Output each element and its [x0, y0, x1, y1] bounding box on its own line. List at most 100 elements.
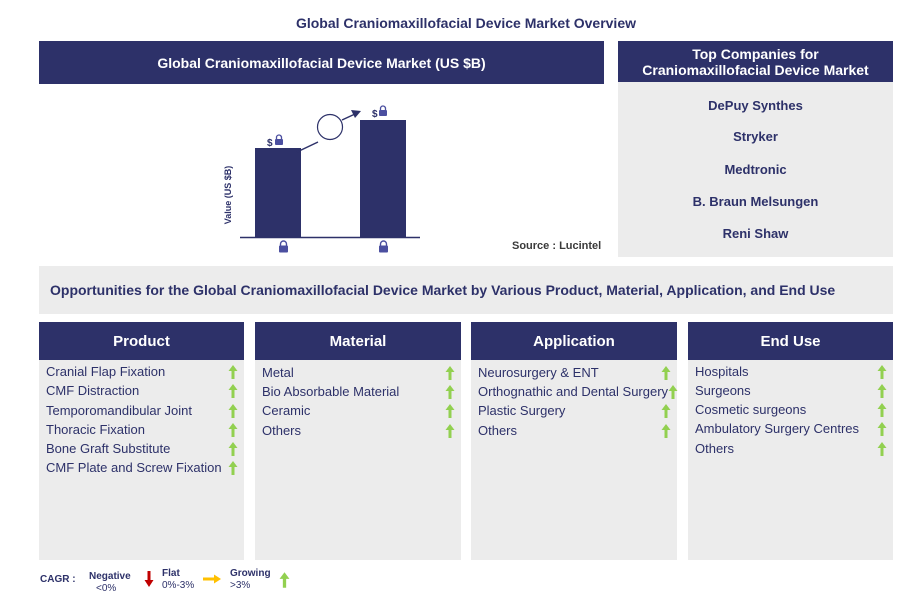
- growing-arrow-icon: [877, 364, 887, 379]
- segment-item-label: Hospitals: [695, 364, 749, 379]
- segment-item: CMF Distraction: [46, 381, 238, 400]
- bar-chart-svg: Value (US $B) $ $: [223, 105, 420, 253]
- legend-negative-range: <0%: [96, 583, 117, 594]
- segment-item: Others: [262, 421, 455, 440]
- chart-panel-header: Global Craniomaxillofacial Device Market…: [39, 41, 604, 84]
- growing-arrow-icon: [228, 460, 238, 475]
- segment-list-material: Metal Bio Absorbable Material Ceramic Ot…: [255, 360, 461, 560]
- segment-item: Cosmetic surgeons: [695, 400, 887, 419]
- company-item: Stryker: [733, 129, 778, 144]
- y-axis-label: Value (US $B): [223, 166, 233, 225]
- segment-item-label: Temporomandibular Joint: [46, 403, 192, 418]
- cagr-circle: [316, 113, 344, 141]
- segment-item-label: CMF Plate and Screw Fixation: [46, 460, 222, 475]
- bar-2: [360, 120, 406, 237]
- segment-item-label: Ambulatory Surgery Centres: [695, 421, 860, 436]
- growing-arrow-icon: [877, 383, 887, 398]
- segment-item-label: Thoracic Fixation: [46, 422, 145, 437]
- segment-item-label: Orthognathic and Dental Surgery: [478, 384, 669, 399]
- segment-header-application: Application: [471, 322, 677, 360]
- segment-list-product: Cranial Flap Fixation CMF Distraction Te…: [39, 360, 244, 560]
- growing-arrow-icon: [445, 403, 455, 418]
- segment-item-label: Metal: [262, 365, 294, 380]
- segment-item: Cranial Flap Fixation: [46, 362, 238, 381]
- bar-2-value-label: $: [372, 105, 387, 120]
- segment-list-end-use: Hospitals Surgeons Cosmetic surgeons Amb…: [688, 360, 893, 560]
- companies-list: DePuy Synthes Stryker Medtronic B. Braun…: [618, 82, 893, 257]
- segment-item: CMF Plate and Screw Fixation: [46, 458, 238, 477]
- growing-arrow-icon: [228, 441, 238, 456]
- segment-item: Thoracic Fixation: [46, 420, 238, 439]
- legend-flat-range: 0%-3%: [162, 580, 195, 591]
- segment-item: Metal: [262, 363, 455, 382]
- segment-item: Neurosurgery & ENT: [478, 363, 671, 382]
- segment-item: Hospitals: [695, 362, 887, 381]
- growing-arrow-icon: [228, 364, 238, 379]
- segment-item: Ambulatory Surgery Centres: [695, 419, 887, 438]
- growing-arrow-icon: [279, 572, 290, 588]
- segment-item: Others: [478, 421, 671, 440]
- segment-item: Bio Absorbable Material: [262, 382, 455, 401]
- opportunities-banner: Opportunities for the Global Craniomaxil…: [39, 266, 893, 314]
- segment-item-label: Ceramic: [262, 403, 311, 418]
- segment-item-label: Plastic Surgery: [478, 403, 566, 418]
- bar-1: [255, 148, 301, 237]
- market-bar-chart: Value (US $B) $ $: [200, 90, 440, 260]
- legend-growing-range: >3%: [230, 580, 251, 591]
- segment-item: Plastic Surgery: [478, 401, 671, 420]
- cagr-label: CAGR :: [40, 574, 76, 585]
- legend-negative-label: Negative: [89, 571, 131, 582]
- dollar-sign: $: [372, 109, 378, 120]
- segment-header-material: Material: [255, 322, 461, 360]
- segment-item-label: Cosmetic surgeons: [695, 402, 807, 417]
- company-item: Medtronic: [724, 162, 787, 177]
- growing-arrow-icon: [877, 421, 887, 436]
- segment-item: Orthognathic and Dental Surgery: [478, 382, 678, 401]
- negative-arrow-icon: [144, 571, 154, 587]
- growing-arrow-icon: [228, 383, 238, 398]
- dollar-sign: $: [267, 138, 273, 149]
- growing-arrow-icon: [661, 365, 671, 380]
- segment-item: Others: [695, 439, 887, 458]
- segment-item: Bone Graft Substitute: [46, 439, 238, 458]
- segment-item-label: Cranial Flap Fixation: [46, 364, 166, 379]
- growing-arrow-icon: [445, 384, 455, 399]
- lock-icon: [275, 134, 283, 145]
- segment-item: Temporomandibular Joint: [46, 401, 238, 420]
- companies-title-line1: Top Companies for: [692, 45, 819, 62]
- lock-icon: [379, 240, 388, 253]
- segment-item-label: Neurosurgery & ENT: [478, 365, 599, 380]
- segment-item-label: CMF Distraction: [46, 383, 140, 398]
- company-item: B. Braun Melsungen: [692, 194, 819, 209]
- segment-list-application: Neurosurgery & ENT Orthognathic and Dent…: [471, 360, 678, 560]
- segment-item-label: Others: [695, 441, 735, 456]
- lock-icon: [279, 240, 288, 253]
- segment-item-label: Others: [262, 423, 302, 438]
- growing-arrow-icon: [228, 422, 238, 437]
- growing-arrow-icon: [661, 423, 671, 438]
- source-note: Source : Lucintel: [512, 240, 602, 252]
- cagr-legend: CAGR : Negative <0% Flat 0%-3% Growing >…: [0, 565, 320, 601]
- page-title: Global Craniomaxillofacial Device Market…: [295, 15, 637, 31]
- growing-arrow-icon: [661, 403, 671, 418]
- legend-flat-label: Flat: [162, 568, 180, 579]
- growth-arrow: [296, 110, 361, 153]
- growing-arrow-icon: [668, 384, 678, 399]
- segment-item: Ceramic: [262, 401, 455, 420]
- companies-panel-header: Top Companies for Craniomaxillofacial De…: [618, 41, 893, 82]
- lock-icon: [379, 105, 387, 116]
- bar-1-value-label: $: [267, 134, 283, 149]
- companies-title-line2: Craniomaxillofacial Device Market: [642, 61, 869, 78]
- company-item: DePuy Synthes: [708, 98, 803, 113]
- growing-arrow-icon: [228, 403, 238, 418]
- company-item: Reni Shaw: [722, 226, 789, 241]
- growing-arrow-icon: [877, 441, 887, 456]
- flat-arrow-icon: [203, 574, 221, 584]
- segment-item-label: Surgeons: [695, 383, 751, 398]
- legend-growing-label: Growing: [230, 568, 271, 579]
- growing-arrow-icon: [877, 402, 887, 417]
- segment-item-label: Bone Graft Substitute: [46, 441, 171, 456]
- segment-item: Surgeons: [695, 381, 887, 400]
- segment-header-product: Product: [39, 322, 244, 360]
- segment-header-end-use: End Use: [688, 322, 893, 360]
